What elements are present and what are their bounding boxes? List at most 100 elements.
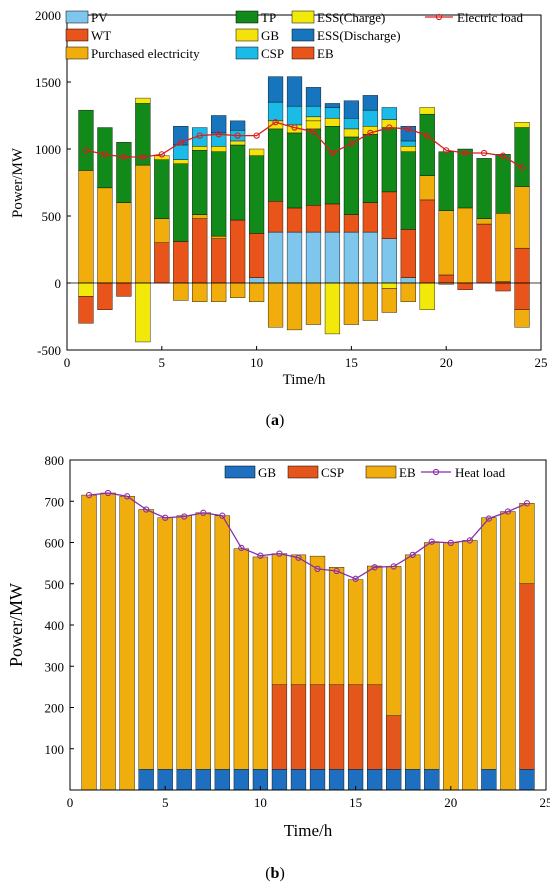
legend-swatch-eb_b xyxy=(365,465,397,479)
load-marker xyxy=(162,514,169,521)
bar-tp xyxy=(514,127,530,187)
y-tick-label: 800 xyxy=(45,453,65,468)
bar-pe-neg xyxy=(343,282,359,325)
bar-pe xyxy=(514,186,530,249)
load-marker xyxy=(310,128,317,135)
bar-tp xyxy=(324,126,341,205)
legend-swatch-eb xyxy=(291,46,315,60)
bar-tp xyxy=(154,159,170,219)
bar-wt xyxy=(362,202,378,233)
load-marker xyxy=(352,575,359,582)
bar-eb_b xyxy=(233,548,249,770)
bar-gb xyxy=(381,119,397,128)
bar-eb_b xyxy=(386,566,402,716)
bar-pe-neg xyxy=(305,282,322,325)
bar-gb xyxy=(400,146,416,152)
load-marker xyxy=(443,147,450,154)
bar-eb_b xyxy=(500,511,516,791)
load-marker xyxy=(504,508,512,515)
bar-pe xyxy=(97,187,113,284)
load-marker xyxy=(371,564,378,571)
x-tick-label: 0 xyxy=(64,355,71,370)
bar-pe xyxy=(495,213,511,282)
bar-tp xyxy=(457,148,473,209)
bar-essd xyxy=(324,103,341,108)
legend-swatch-essd xyxy=(291,28,315,42)
bar-gb_b xyxy=(309,769,326,791)
bar-essd xyxy=(267,76,284,103)
chart-a-caption: (a) xyxy=(266,412,285,429)
y-tick-label: 500 xyxy=(42,209,62,224)
bar-tp xyxy=(343,136,359,215)
bar-wt xyxy=(476,223,492,284)
legend-label: CSP xyxy=(321,465,344,480)
bar-csp_b xyxy=(309,684,326,770)
y-tick-label: 500 xyxy=(45,577,65,592)
bar-tp xyxy=(476,158,492,219)
load-marker xyxy=(123,493,131,500)
bar-pe-neg xyxy=(514,309,530,328)
bar-csp xyxy=(173,144,189,160)
load-marker xyxy=(139,153,146,161)
bar-csp_b xyxy=(290,684,307,770)
bar-tp xyxy=(192,150,208,215)
bar-csp xyxy=(400,140,416,147)
chart-b-bars xyxy=(81,492,535,791)
load-marker xyxy=(367,129,374,137)
bar-tp xyxy=(419,113,435,177)
bar-essd xyxy=(211,115,227,134)
bar-gb_b xyxy=(424,769,440,791)
chart-a-xlabel: Time/h xyxy=(283,372,326,388)
bar-eb_b xyxy=(424,542,440,770)
bar-csp_b xyxy=(328,684,345,770)
heat-load-markers xyxy=(85,489,531,582)
bar-eb_b xyxy=(271,553,288,686)
bar-tp xyxy=(173,163,189,242)
bar-wt xyxy=(381,191,397,239)
chart-b-ticks: 0 5 10 15 20 25 100 200 300 400 500 600 700 800 xyxy=(45,453,550,810)
bar-eb_b xyxy=(138,509,154,770)
x-tick-label: 20 xyxy=(440,355,453,370)
bar-eb_b xyxy=(462,540,478,791)
bar-pe-neg xyxy=(230,282,246,298)
bar-pe xyxy=(116,202,132,284)
bar-eb_b xyxy=(119,496,135,791)
bar-pe xyxy=(135,164,151,284)
bar-wt xyxy=(267,201,284,233)
bar-wt xyxy=(343,214,359,233)
load-marker xyxy=(480,149,488,157)
bar-pv xyxy=(324,231,341,284)
load-marker xyxy=(238,544,245,552)
bar-gb xyxy=(343,128,359,138)
bar-pe xyxy=(192,214,208,219)
load-marker xyxy=(257,552,264,559)
bar-wt xyxy=(400,229,416,278)
y-tick-label: 700 xyxy=(45,494,65,509)
bar-gb_b xyxy=(233,769,249,791)
bar-wt xyxy=(173,241,189,284)
bar-pv xyxy=(249,277,265,284)
bar-tp xyxy=(381,127,397,193)
bar-gb xyxy=(324,117,341,127)
load-marker xyxy=(219,512,226,519)
bar-essc-neg xyxy=(324,282,341,335)
bar-gb_b xyxy=(290,769,307,791)
load-marker xyxy=(177,139,184,146)
legend-label: ESS(Discharge) xyxy=(317,28,401,43)
load-marker xyxy=(314,565,321,573)
bar-eb_b xyxy=(309,555,326,686)
y-tick-label: -500 xyxy=(37,343,61,358)
bar-pe-neg xyxy=(286,282,303,331)
bar-tp xyxy=(305,128,322,206)
bar-pe xyxy=(419,175,435,201)
bar-wt xyxy=(192,218,208,284)
bar-csp xyxy=(362,109,378,127)
legend-label: GB xyxy=(258,465,276,480)
legend-label: EB xyxy=(317,46,334,61)
bar-essc-neg xyxy=(381,282,397,289)
bar-tp xyxy=(116,142,132,203)
load-marker xyxy=(462,149,469,157)
y-tick-label: 400 xyxy=(45,618,65,633)
bar-eb_b xyxy=(100,492,116,791)
